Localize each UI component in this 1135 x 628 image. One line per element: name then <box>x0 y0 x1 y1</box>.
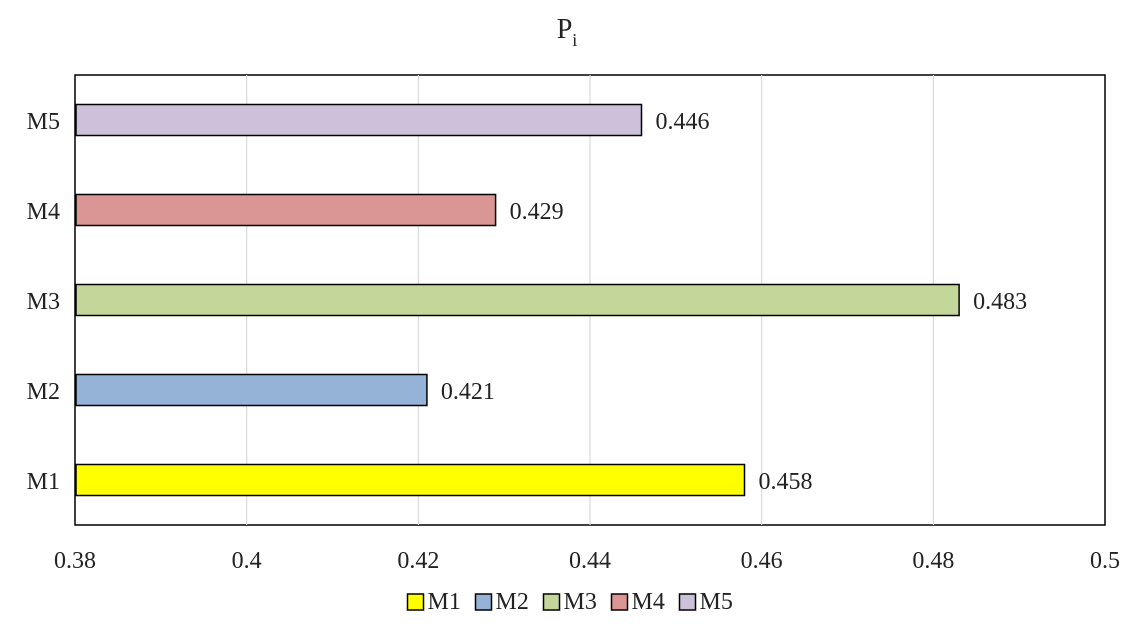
legend-swatch-m2 <box>474 593 493 611</box>
y-tick-label-m2: M2 <box>27 379 60 405</box>
legend-swatch-m1 <box>406 593 425 611</box>
y-axis-labels: M1 M2 M3 M4 M5 <box>27 109 60 495</box>
value-label-m1: 0.458 <box>759 469 813 495</box>
x-tick-label: 0.48 <box>912 548 954 574</box>
bars <box>75 103 960 497</box>
x-tick-label: 0.46 <box>741 548 783 574</box>
x-axis-labels: 0.38 0.4 0.42 0.44 0.46 0.48 0.5 <box>54 548 1120 574</box>
bar-m3 <box>75 283 960 317</box>
x-tick-label: 0.38 <box>54 548 96 574</box>
y-tick-label-m1: M1 <box>27 469 60 495</box>
y-tick-label-m3: M3 <box>27 289 60 315</box>
bar-m5 <box>75 103 643 137</box>
x-tick-label: 0.44 <box>569 548 611 574</box>
x-tick-label: 0.5 <box>1090 548 1120 574</box>
value-label-m4: 0.429 <box>510 199 564 225</box>
legend-swatch-m3 <box>542 593 561 611</box>
legend-label-m4: M4 <box>632 589 665 615</box>
legend-label-m5: M5 <box>700 589 733 615</box>
value-labels: 0.458 0.421 0.483 0.429 0.446 <box>441 109 1027 495</box>
legend: M1 M2 M3 M4 M5 <box>406 589 733 615</box>
value-label-m3: 0.483 <box>973 289 1027 315</box>
x-tick-label: 0.4 <box>232 548 262 574</box>
bar-m2 <box>75 373 428 407</box>
chart-title: Pi <box>557 14 578 50</box>
legend-swatch-m4 <box>610 593 629 611</box>
legend-label-m2: M2 <box>496 589 529 615</box>
bar-m1 <box>75 463 746 497</box>
value-label-m2: 0.421 <box>441 379 495 405</box>
y-tick-label-m5: M5 <box>27 109 60 135</box>
legend-swatch-m5 <box>678 593 697 611</box>
x-tick-label: 0.42 <box>397 548 439 574</box>
legend-label-m1: M1 <box>428 589 461 615</box>
value-label-m5: 0.446 <box>656 109 710 135</box>
legend-label-m3: M3 <box>564 589 597 615</box>
y-tick-label-m4: M4 <box>27 199 60 225</box>
bar-m4 <box>75 193 497 227</box>
